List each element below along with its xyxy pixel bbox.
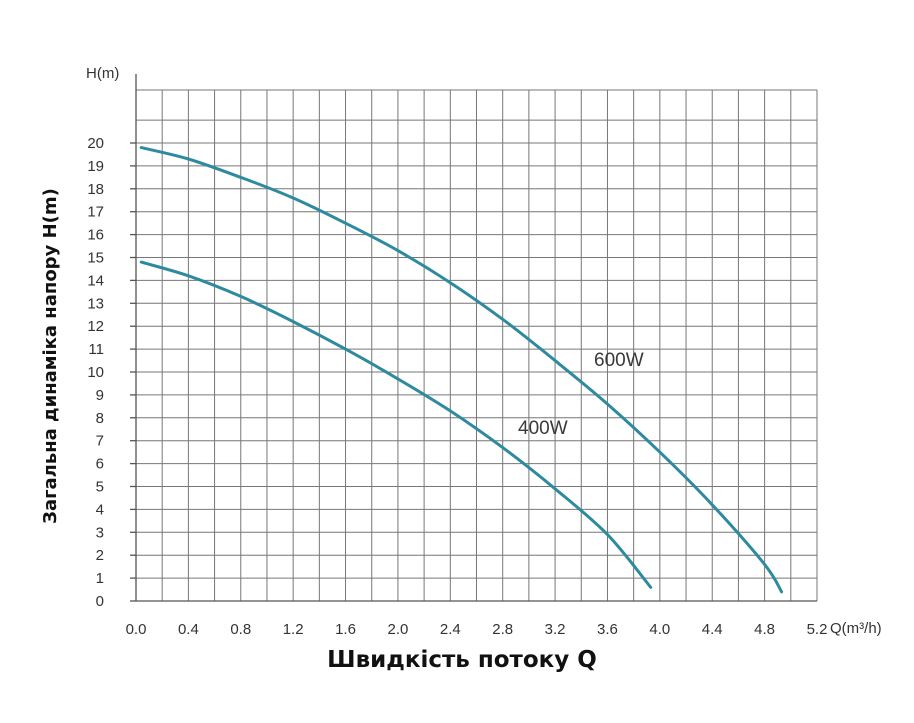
x-tick-label: 5.2 <box>807 621 828 638</box>
x-axis-unit: Q(m³/h) <box>830 620 882 637</box>
axes <box>130 74 817 602</box>
y-tick-label: 12 <box>87 318 104 335</box>
x-axis-title: Швидкість потоку Q <box>327 647 597 673</box>
y-tick-label: 15 <box>87 250 104 267</box>
x-tick-label: 2.4 <box>440 621 461 638</box>
y-tick-label: 0 <box>96 593 104 610</box>
y-tick-label: 11 <box>88 341 104 358</box>
y-tick-label: 8 <box>96 410 104 427</box>
x-tick-label: 0.8 <box>230 621 251 638</box>
y-tick-label: 10 <box>87 364 104 381</box>
y-tick-label: 17 <box>87 204 104 221</box>
grid <box>136 89 818 601</box>
x-tick-label: 0.4 <box>178 621 199 638</box>
y-tick-label: 16 <box>87 227 104 244</box>
series-line-600w <box>139 146 784 594</box>
x-tick-label: 2.0 <box>387 621 408 638</box>
y-tick-label: 2 <box>96 547 104 564</box>
y-tick-label: 6 <box>96 456 104 473</box>
series-line-400w <box>139 260 653 589</box>
y-tick-label: 9 <box>96 387 104 404</box>
series-label-600w: 600W <box>594 350 644 371</box>
x-tick-label: 0.0 <box>126 621 147 638</box>
x-tick-label: 4.0 <box>649 621 670 638</box>
x-tick-label: 4.8 <box>754 621 775 638</box>
y-tick-label: 1 <box>96 570 104 587</box>
y-axis-unit: H(m) <box>86 65 119 82</box>
series-label-400w: 400W <box>518 418 568 439</box>
x-tick-label: 4.4 <box>702 621 723 638</box>
y-tick-label: 13 <box>87 295 104 312</box>
series-lines <box>139 146 784 594</box>
y-axis-title: Загальна динаміка напору H(m) <box>40 188 61 524</box>
y-tick-label: 19 <box>87 158 104 175</box>
y-tick-label: 3 <box>96 524 104 541</box>
x-tick-label: 2.8 <box>492 621 513 638</box>
x-tick-label: 3.6 <box>597 621 618 638</box>
y-tick-label: 4 <box>96 501 104 518</box>
x-tick-label: 3.2 <box>545 621 566 638</box>
y-tick-label: 20 <box>87 135 104 152</box>
x-tick-label: 1.6 <box>335 621 356 638</box>
x-tick-label: 1.2 <box>283 621 304 638</box>
x-tick-labels: 0.0 0.4 0.8 1.2 1.6 2.0 2.4 2.8 3.2 3.6 4.0 4.4 4.8 5… <box>126 621 828 638</box>
y-tick-label: 7 <box>96 433 104 450</box>
y-tick-label: 5 <box>96 479 104 496</box>
y-tick-label: 18 <box>87 181 104 198</box>
y-tick-label: 14 <box>87 272 104 289</box>
